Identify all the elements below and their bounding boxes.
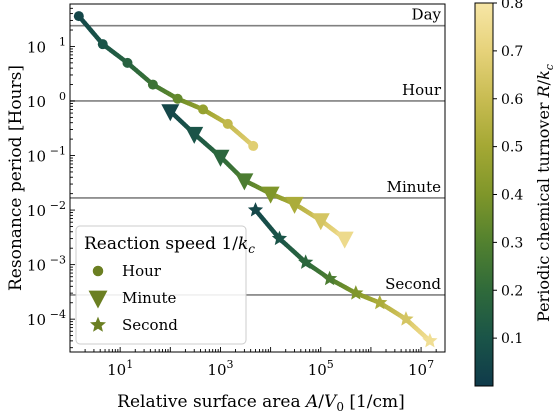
x-tick-base: 10 xyxy=(408,361,427,379)
y-tick-label: 10 −3 xyxy=(27,254,66,275)
series-triangle-down xyxy=(161,104,354,249)
colorbar-label-sub: c xyxy=(543,64,555,70)
y-tick-base: 10 xyxy=(27,311,46,329)
legend-box xyxy=(75,225,247,345)
data-point-triangle-down xyxy=(335,231,354,249)
reference-label-day: Day xyxy=(412,6,442,24)
x-axis-label: Relative surface area A/V0 [1/cm] xyxy=(117,392,405,414)
x-axis: 101 103 105 107 xyxy=(69,347,446,379)
colorbar-tick-label: 0.8 xyxy=(501,0,523,12)
reference-labels: Day Hour Minute Second xyxy=(385,6,442,293)
y-tick-exp: 1 xyxy=(59,35,66,48)
x-tick-exp: 3 xyxy=(227,358,234,371)
legend-marker-star xyxy=(90,316,106,332)
series-circle xyxy=(73,11,259,151)
x-tick-label: 103 xyxy=(207,358,233,379)
data-point-triangle-down xyxy=(261,186,280,204)
x-tick-base: 10 xyxy=(207,361,226,379)
data-point-triangle-down xyxy=(311,213,330,231)
data-point-circle xyxy=(172,93,183,104)
colorbar-tick-label: 0.6 xyxy=(501,92,523,108)
data-point-circle xyxy=(248,140,259,151)
data-point-star xyxy=(271,230,288,246)
y-tick-base: 10 xyxy=(27,257,46,275)
data-point-star xyxy=(298,254,314,269)
colorbar-tick-label: 0.3 xyxy=(501,235,523,251)
legend-title-sub: c xyxy=(248,242,255,256)
legend: Reaction speed 1/kc Hour Minute Second xyxy=(75,225,255,345)
data-point-circle xyxy=(73,11,84,22)
y-tick-base: 10 xyxy=(27,38,46,56)
data-point-circle xyxy=(97,39,108,50)
y-tick-exp: 0 xyxy=(59,90,66,103)
x-tick-exp: 7 xyxy=(427,358,434,371)
data-point-triangle-down xyxy=(185,126,204,144)
y-tick-label: 10 1 xyxy=(27,35,66,56)
data-point-triangle-down xyxy=(285,196,304,214)
legend-title-k: k xyxy=(238,234,248,254)
data-point-circle xyxy=(122,57,133,68)
reference-label-second: Second xyxy=(385,275,441,293)
colorbar: 0.1 0.2 0.3 0.4 0.5 0.6 0.7 0.8 Periodic chemica… xyxy=(474,0,555,387)
x-tick-base: 10 xyxy=(308,361,327,379)
y-tick-exp: −4 xyxy=(50,308,66,321)
colorbar-gradient xyxy=(474,2,494,387)
legend-label-hour: Hour xyxy=(122,262,162,280)
data-point-star xyxy=(422,332,438,348)
colorbar-label-text: Periodic chemical turnover xyxy=(534,97,553,322)
x-tick-label: 107 xyxy=(408,358,434,379)
data-point-circle xyxy=(222,118,233,129)
x-tick-base: 10 xyxy=(107,361,126,379)
legend-title-text: Reaction speed 1/ xyxy=(84,234,238,254)
data-point-star xyxy=(321,270,338,286)
series-layer xyxy=(73,11,438,348)
y-tick-label: 10 −2 xyxy=(27,199,66,220)
data-point-star xyxy=(348,285,364,300)
y-tick-exp: −2 xyxy=(50,199,66,212)
y-tick-label: 10 0 xyxy=(27,90,66,111)
data-point-triangle-down xyxy=(211,149,230,167)
plot-frame xyxy=(69,3,446,353)
x-tick-exp: 1 xyxy=(126,358,133,371)
x-tick-exp: 5 xyxy=(327,358,334,371)
data-point-circle xyxy=(198,104,209,115)
y-tick-exp: −1 xyxy=(50,145,66,158)
colorbar-tick-label: 0.1 xyxy=(501,331,523,347)
y-tick-label: 10 −1 xyxy=(27,145,66,166)
data-point-star xyxy=(398,311,414,326)
data-point-triangle-down xyxy=(161,104,180,122)
data-point-star xyxy=(372,294,388,310)
series-star xyxy=(247,202,438,348)
legend-marker-triangle-down xyxy=(88,290,108,309)
y-tick-base: 10 xyxy=(27,202,46,220)
data-point-triangle-down xyxy=(235,173,254,191)
colorbar-tick-label: 0.5 xyxy=(501,140,523,156)
y-tick-label: 10 −4 xyxy=(27,308,66,329)
y-axis: 10 −4 10 −3 10 −2 10 −1 10 0 10 1 xyxy=(27,3,75,349)
x-tick-label: 105 xyxy=(308,358,334,379)
legend-label-second: Second xyxy=(122,316,178,334)
colorbar-label-r: R xyxy=(534,85,553,98)
y-tick-base: 10 xyxy=(27,93,46,111)
reference-label-minute: Minute xyxy=(387,178,442,196)
colorbar-tick-label: 0.7 xyxy=(501,44,523,60)
colorbar-label-slash: / xyxy=(534,79,553,85)
colorbar-tick-label: 0.2 xyxy=(501,283,523,299)
x-tick-label: 101 xyxy=(107,358,133,379)
data-point-star xyxy=(247,202,264,217)
colorbar-label: Periodic chemical turnover R/kc xyxy=(534,64,555,322)
colorbar-tick-label: 0.4 xyxy=(501,188,523,204)
y-axis-label: Resonance period [Hours] xyxy=(6,65,26,291)
y-tick-base: 10 xyxy=(27,148,46,166)
legend-title: Reaction speed 1/kc xyxy=(84,234,255,256)
reference-label-hour: Hour xyxy=(402,81,442,99)
y-tick-exp: −3 xyxy=(50,254,66,267)
data-point-circle xyxy=(147,79,158,90)
legend-marker-circle xyxy=(92,265,104,277)
colorbar-label-k: k xyxy=(534,70,553,80)
legend-label-minute: Minute xyxy=(122,289,177,307)
